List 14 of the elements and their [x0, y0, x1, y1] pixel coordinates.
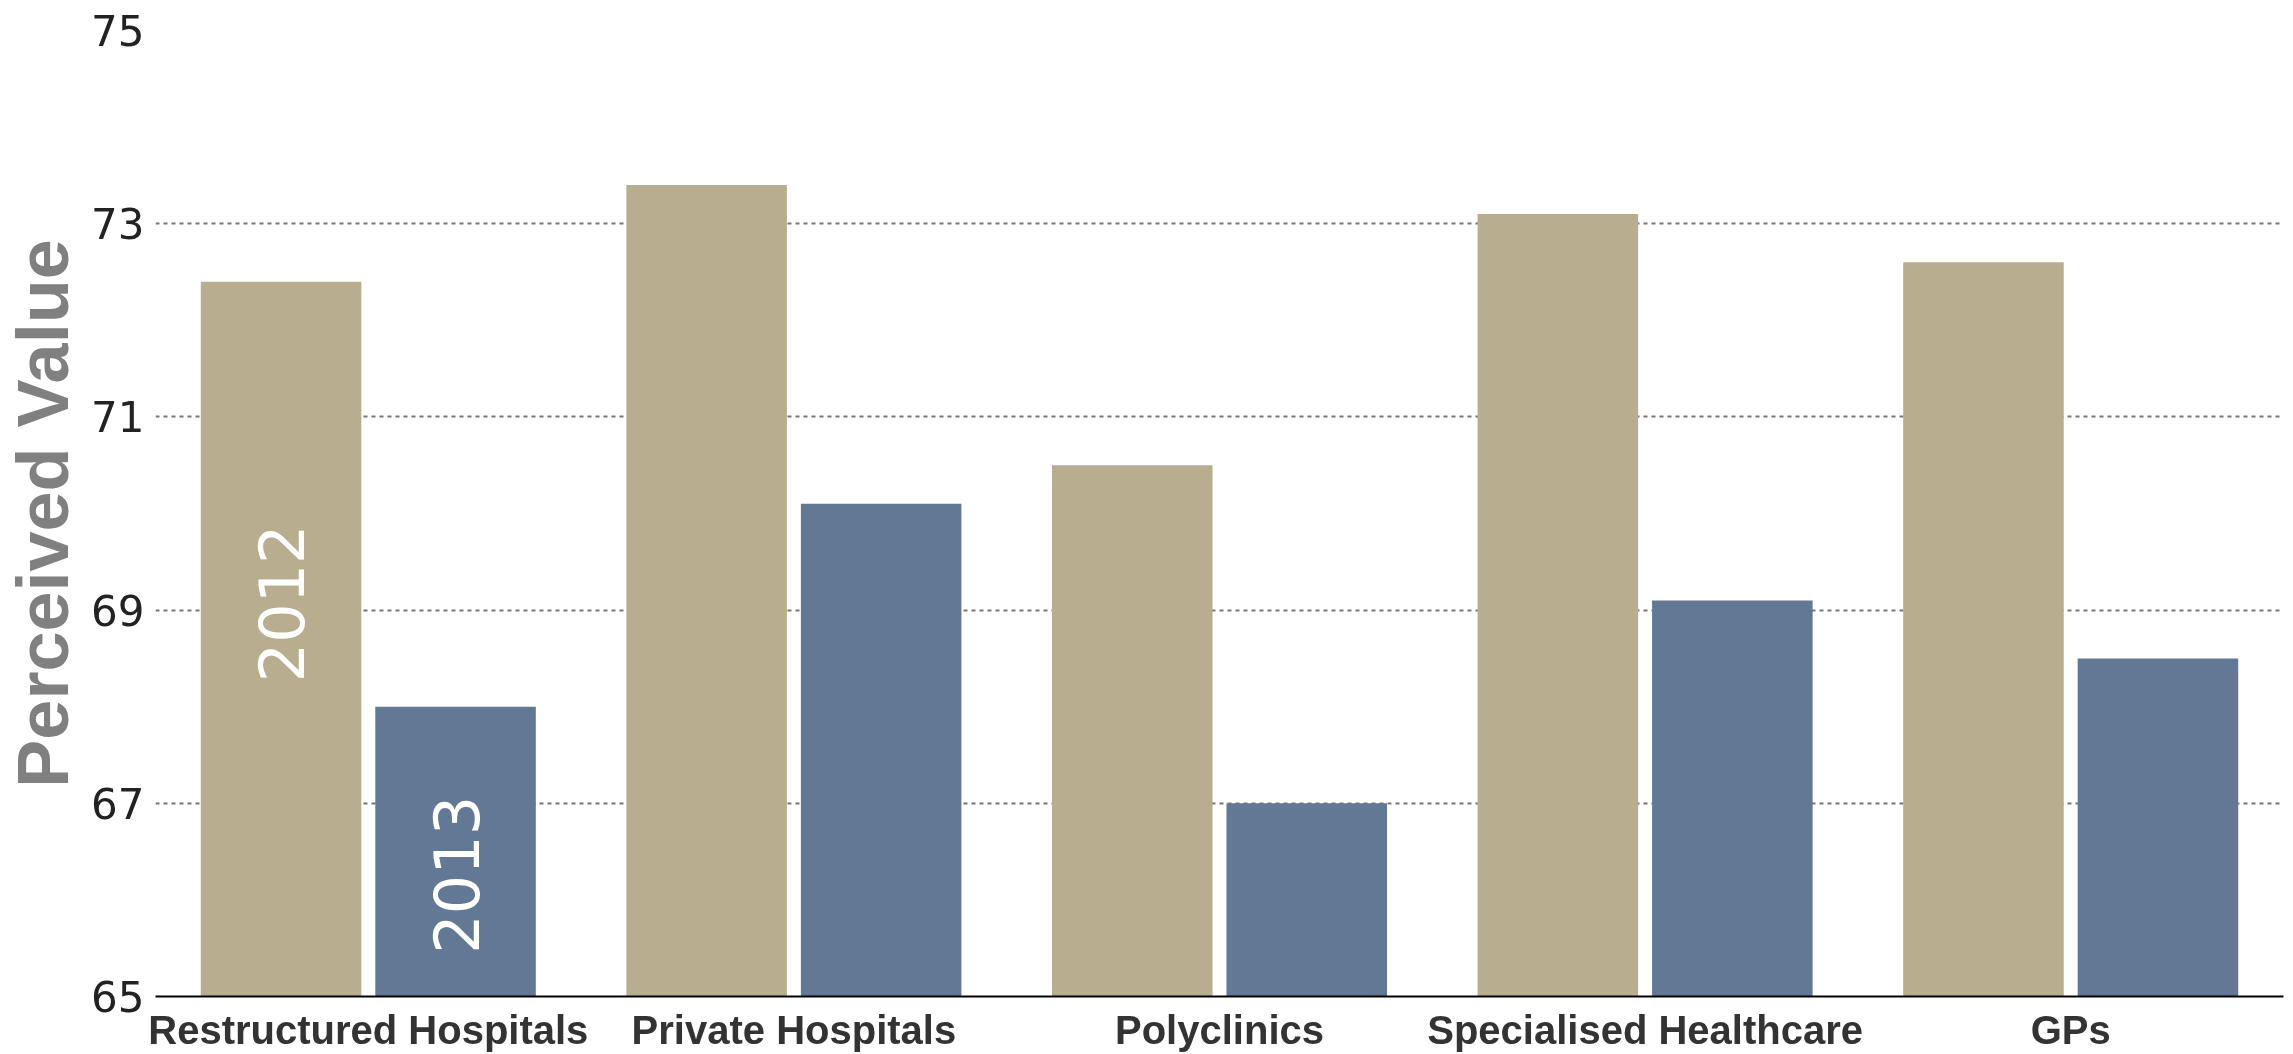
- x-tick-label: Private Hospitals: [631, 1007, 957, 1052]
- x-tick-label: Restructured Hospitals: [148, 1007, 589, 1052]
- y-tick-label: 73: [91, 200, 145, 250]
- series-label: 2012: [246, 524, 320, 683]
- x-tick-label: GPs: [2030, 1007, 2111, 1052]
- x-tick-label: Polyclinics: [1115, 1007, 1324, 1052]
- y-tick-label: 71: [91, 393, 145, 443]
- x-tick-label: Specialised Healthcare: [1427, 1007, 1863, 1052]
- y-tick-label: 65: [91, 973, 145, 1022]
- series-label: 2013: [420, 795, 494, 954]
- y-tick-label: 75: [91, 7, 145, 56]
- y-tick-label: 67: [91, 779, 145, 829]
- y-tick-label: 69: [91, 586, 145, 636]
- y-axis-title: Perceived Value: [3, 239, 84, 788]
